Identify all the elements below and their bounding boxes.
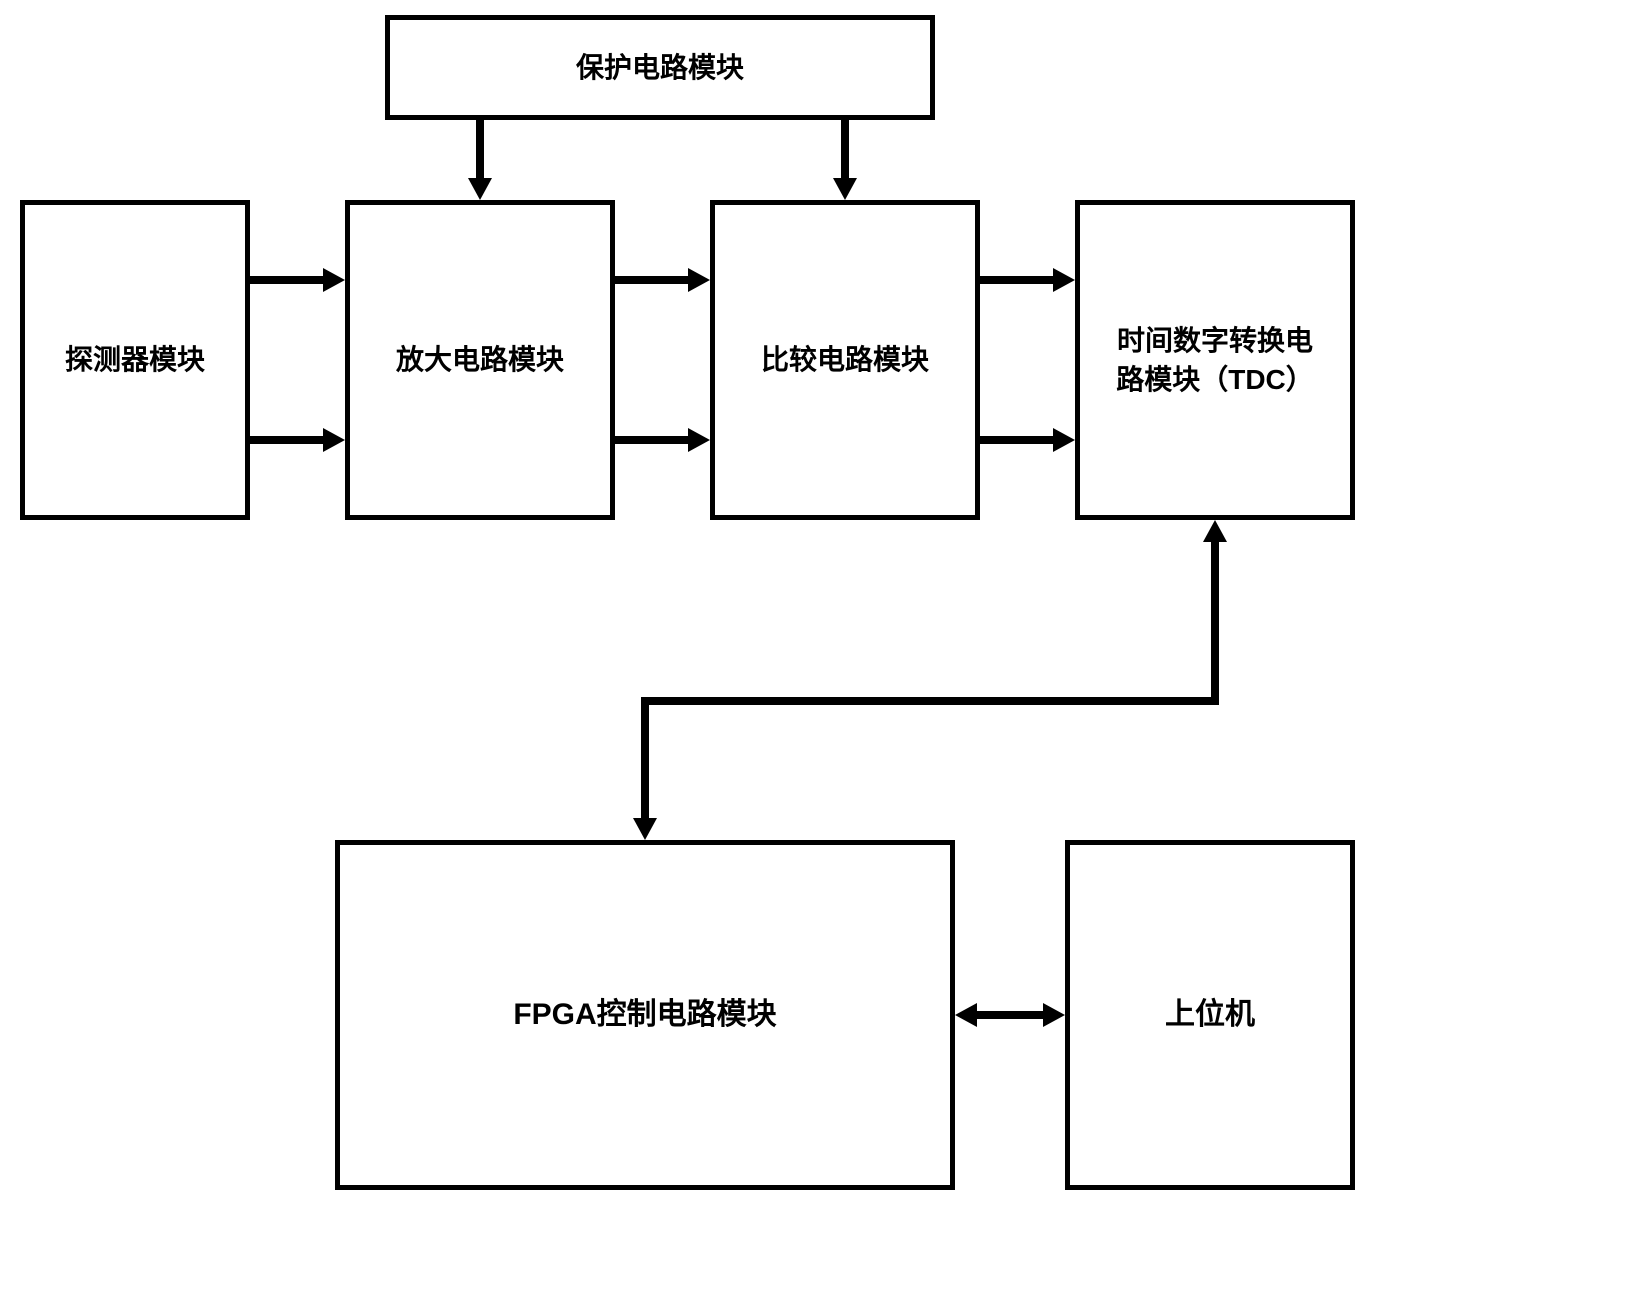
edge-protection-amplifier bbox=[476, 120, 484, 180]
edge-amplifier-comparator-top bbox=[615, 276, 690, 284]
label-tdc-line1: 时间数字转换电 bbox=[1116, 321, 1314, 360]
node-protection: 保护电路模块 bbox=[385, 15, 935, 120]
arrowhead-detector-amplifier-bottom bbox=[323, 428, 345, 452]
label-detector: 探测器模块 bbox=[65, 340, 205, 379]
label-protection: 保护电路模块 bbox=[576, 48, 744, 87]
node-host: 上位机 bbox=[1065, 840, 1355, 1190]
edge-detector-amplifier-top bbox=[250, 276, 325, 284]
edge-tdc-fpga-vertical2 bbox=[641, 697, 649, 820]
node-detector: 探测器模块 bbox=[20, 200, 250, 520]
edge-fpga-host bbox=[975, 1011, 1045, 1019]
edge-amplifier-comparator-bottom bbox=[615, 436, 690, 444]
node-amplifier: 放大电路模块 bbox=[345, 200, 615, 520]
edge-detector-amplifier-bottom bbox=[250, 436, 325, 444]
arrowhead-fpga-host-left bbox=[955, 1003, 977, 1027]
node-comparator: 比较电路模块 bbox=[710, 200, 980, 520]
edge-comparator-tdc-top bbox=[980, 276, 1055, 284]
edge-comparator-tdc-bottom bbox=[980, 436, 1055, 444]
arrowhead-comparator-tdc-top bbox=[1053, 268, 1075, 292]
arrowhead-protection-amplifier bbox=[468, 178, 492, 200]
arrowhead-amplifier-comparator-bottom bbox=[688, 428, 710, 452]
label-tdc: 时间数字转换电 路模块（TDC） bbox=[1116, 321, 1314, 399]
edge-tdc-fpga-vertical bbox=[1211, 542, 1219, 705]
label-host: 上位机 bbox=[1165, 994, 1255, 1036]
label-comparator: 比较电路模块 bbox=[761, 340, 929, 379]
arrowhead-tdc-fpga bbox=[1203, 520, 1227, 542]
edge-tdc-fpga-horizontal bbox=[641, 697, 1219, 705]
node-fpga: FPGA控制电路模块 bbox=[335, 840, 955, 1190]
label-tdc-line2: 路模块（TDC） bbox=[1116, 360, 1314, 399]
edge-protection-comparator bbox=[841, 120, 849, 180]
arrowhead-protection-comparator bbox=[833, 178, 857, 200]
label-fpga: FPGA控制电路模块 bbox=[513, 994, 776, 1036]
arrowhead-fpga-in bbox=[633, 818, 657, 840]
arrowhead-amplifier-comparator-top bbox=[688, 268, 710, 292]
arrowhead-detector-amplifier-top bbox=[323, 268, 345, 292]
arrowhead-comparator-tdc-bottom bbox=[1053, 428, 1075, 452]
node-tdc: 时间数字转换电 路模块（TDC） bbox=[1075, 200, 1355, 520]
arrowhead-fpga-host-right bbox=[1043, 1003, 1065, 1027]
label-amplifier: 放大电路模块 bbox=[396, 340, 564, 379]
